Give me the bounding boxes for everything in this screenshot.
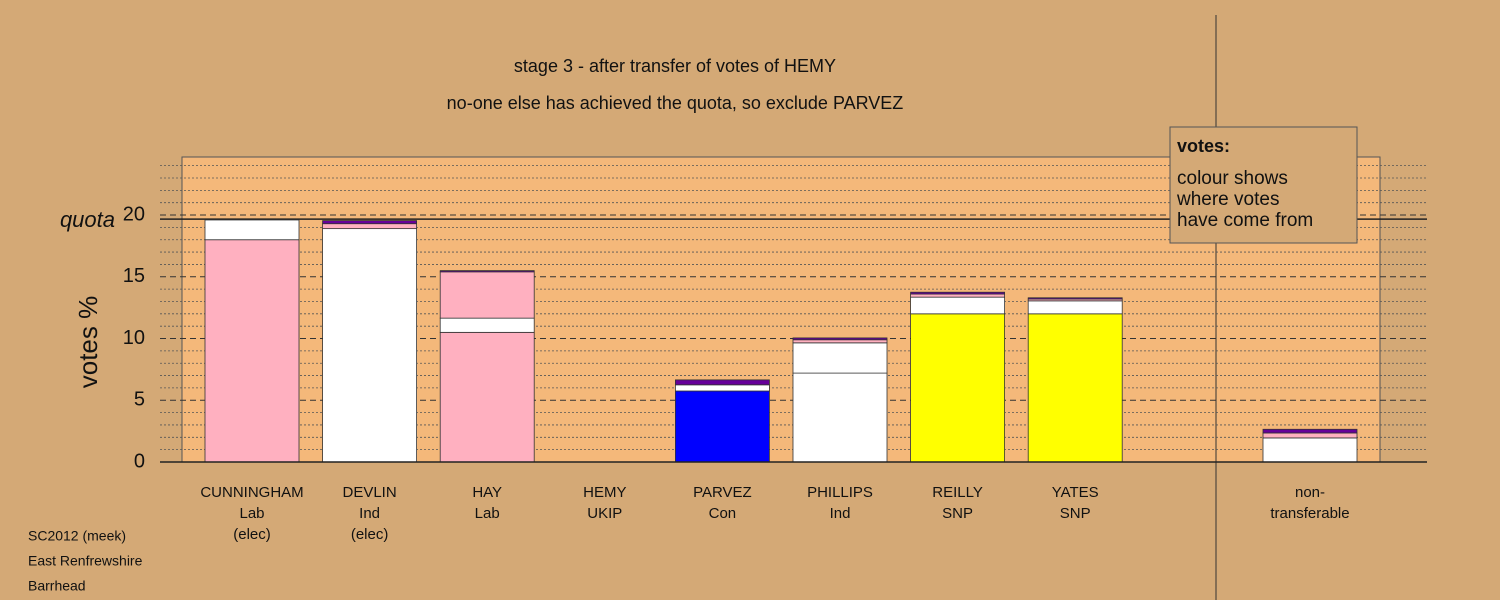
bar-segment	[792, 372, 888, 463]
x-tick-label: Lab	[475, 505, 500, 522]
x-tick-label: HAY	[472, 484, 502, 501]
bar-segment	[439, 331, 535, 463]
x-tick-label: PHILLIPS	[807, 484, 873, 501]
bar-segment	[792, 342, 888, 374]
x-tick-label: REILLY	[932, 484, 983, 501]
legend-text: where votes	[1176, 189, 1279, 210]
x-tick-label: transferable	[1270, 505, 1349, 522]
bar-segment	[1262, 432, 1358, 439]
chart-title: stage 3 - after transfer of votes of HEM…	[514, 56, 836, 76]
footer: SC2012 (meek)	[28, 528, 126, 544]
bar-segment	[1027, 313, 1123, 463]
bar-segment	[675, 379, 770, 386]
x-tick-label: CUNNINGHAM	[200, 484, 303, 501]
bar-segment	[675, 390, 770, 463]
bar-segment	[910, 296, 1005, 315]
bar-segment	[792, 337, 888, 341]
y-tick-label: 0	[134, 450, 145, 472]
bar-segment	[1027, 297, 1123, 300]
y-tick-label: 10	[123, 327, 145, 349]
bar-segment	[1027, 300, 1123, 315]
legend-text: colour shows	[1177, 168, 1288, 189]
legend-text: have come from	[1177, 210, 1313, 231]
bar-segment	[910, 293, 1005, 298]
x-tick-label: Lab	[239, 505, 264, 522]
bar-segment	[439, 270, 535, 273]
y-tick-label: 20	[123, 203, 145, 225]
x-tick-label: PARVEZ	[693, 484, 752, 501]
bar-segment	[910, 291, 1005, 295]
x-tick-label: Ind	[359, 505, 380, 522]
quota-label: quota	[60, 207, 115, 232]
bar-segment	[792, 339, 888, 344]
y-tick-label: 15	[123, 265, 145, 287]
legend-title: votes:	[1177, 136, 1230, 156]
bar-segment	[322, 228, 418, 463]
x-tick-label: SNP	[942, 505, 973, 522]
y-axis-label: votes %	[73, 296, 103, 389]
legend-box	[1169, 126, 1358, 244]
bar-segment	[204, 239, 300, 463]
x-tick-label: Con	[709, 505, 737, 522]
x-tick-label: (elec)	[351, 526, 389, 543]
bar-segment	[439, 271, 535, 319]
bar-segment	[322, 223, 418, 230]
bar-segment	[910, 313, 1005, 463]
bar-segment	[1262, 428, 1358, 434]
x-tick-label: (elec)	[233, 526, 271, 543]
footer: Barrhead	[28, 578, 86, 594]
y-tick-label: 5	[134, 389, 145, 411]
x-tick-label: YATES	[1052, 484, 1099, 501]
footer: East Renfrewshire	[28, 553, 143, 569]
x-tick-label: Ind	[830, 505, 851, 522]
chart-subtitle: no-one else has achieved the quota, so e…	[447, 93, 904, 113]
bar-segment	[204, 219, 300, 241]
x-tick-label: non-	[1295, 484, 1325, 501]
x-tick-label: UKIP	[587, 505, 622, 522]
bar-segment	[675, 384, 770, 392]
x-tick-label: HEMY	[583, 484, 626, 501]
x-tick-label: SNP	[1060, 505, 1091, 522]
plot: 0 5 10 15 20 CUNNINGHAM Lab (elec) DEVLIN Ind (ele…	[123, 165, 1427, 543]
x-tick-label: DEVLIN	[343, 484, 397, 501]
bar-segment	[439, 317, 535, 333]
bar-segment	[322, 220, 418, 225]
bar-segment	[1262, 437, 1358, 463]
